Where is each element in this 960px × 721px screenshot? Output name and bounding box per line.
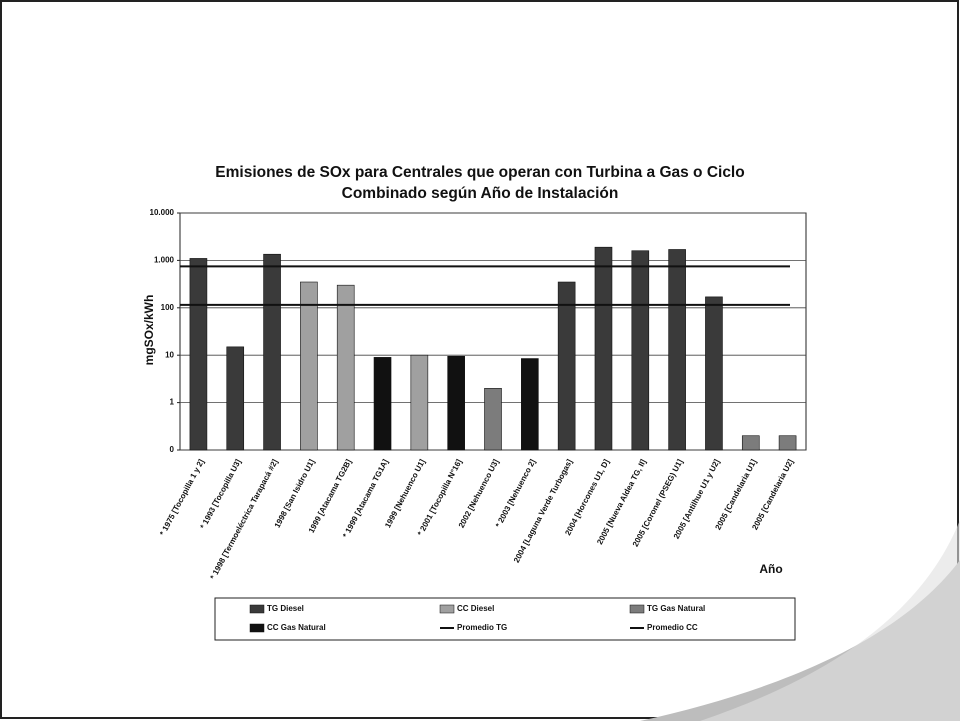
bar <box>447 355 465 451</box>
legend-swatch <box>439 604 455 614</box>
bar <box>373 357 392 451</box>
decoration <box>700 520 960 721</box>
chart-title: Emisiones de SOx para Centrales que oper… <box>215 164 745 202</box>
x-tick-label: * 1998 [Termoeléctrica Tarapacá #2] <box>208 457 279 581</box>
y-axis-label: mgSOx/kWh <box>142 295 156 366</box>
x-axis-label: Año <box>759 562 782 576</box>
x-tick-label: 2005 [Candelaria U2] <box>750 457 795 531</box>
bar <box>484 388 502 451</box>
bar <box>410 354 429 451</box>
bar <box>631 250 650 451</box>
bar <box>557 281 576 451</box>
bar <box>741 435 760 451</box>
y-tick-label: 1 <box>170 398 175 407</box>
legend-swatch <box>249 604 265 614</box>
bar <box>226 346 245 451</box>
bar <box>300 281 318 451</box>
legend <box>214 597 796 641</box>
legend-swatch <box>249 623 265 633</box>
x-tick-label: * 1993 [Tocopilla U3] <box>198 457 243 530</box>
legend-label: Promedio CC <box>647 623 698 632</box>
legend-label: CC Diesel <box>457 604 494 613</box>
bar <box>705 296 723 451</box>
x-tick-label: 2005 [Candelaria U1] <box>713 457 758 531</box>
y-tick-label: 1.000 <box>154 256 175 265</box>
legend-label: TG Diesel <box>267 604 304 613</box>
legend-label: CC Gas Natural <box>267 623 326 632</box>
x-tick-label: 2002 [Nehuenco U3] <box>457 457 501 529</box>
y-tick-label: 10.000 <box>150 208 175 217</box>
bar <box>594 246 613 451</box>
x-tick-label: * 2003 [Nehuenco 2] <box>494 457 538 529</box>
y-tick-label: 10 <box>165 350 174 359</box>
x-tick-label: 1999 [Nehuenco U1] <box>383 457 427 529</box>
legend-swatch <box>629 604 645 614</box>
bar <box>668 249 686 451</box>
bar <box>521 358 539 451</box>
y-tick-label: 100 <box>161 303 175 312</box>
y-tick-label: 0 <box>170 445 175 454</box>
legend-label: Promedio TG <box>457 623 507 632</box>
bar <box>189 258 208 451</box>
bar <box>336 284 355 451</box>
legend-label: TG Gas Natural <box>647 604 705 613</box>
bar <box>263 253 281 451</box>
x-tick-label: 1998 [San Isidro U1] <box>273 457 317 529</box>
bar <box>778 435 797 451</box>
